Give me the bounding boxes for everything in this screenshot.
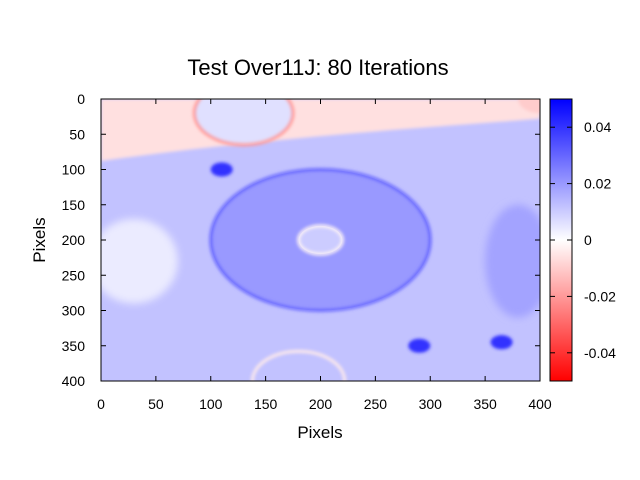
feature-spot-3 [210,162,233,177]
y-tick-label: 50 [69,126,85,142]
feature-ellipse-rim-1 [209,168,432,312]
chart-title: Test Over11J: 80 Iterations [187,55,448,80]
x-axis-label: Pixels [297,423,342,442]
colorbar-ticks: 0.04 0.02 0 -0.02 -0.04 [550,119,616,361]
y-tick-label: 400 [62,373,86,389]
feature-circle-rim-0 [192,99,295,147]
x-tick-label: 350 [473,396,497,412]
x-tick-label: 100 [199,396,223,412]
feature-circle-rim-2 [297,224,344,256]
y-axis-label: Pixels [30,217,49,262]
y-tick-label: 350 [62,338,86,354]
colorbar-tick-label: -0.04 [584,345,616,361]
y-tick-label: 250 [62,267,86,283]
feature-spot-4 [408,338,431,353]
feature-circle-fill-2 [298,225,343,255]
feature-circle-fill-0 [194,99,294,145]
field-light-patch [101,218,178,304]
feature-circle-fill-6 [252,351,345,381]
y-tick-label: 300 [62,303,86,319]
x-tick-label: 250 [364,396,388,412]
feature-spot-5 [490,335,513,350]
y-tick-label: 150 [62,197,86,213]
colorbar-tick-label: 0 [584,232,592,248]
y-axis-ticks: 0 50 100 150 200 250 300 350 400 [62,91,540,389]
x-tick-label: 50 [148,396,164,412]
x-axis-ticks: 0 50 100 150 200 250 300 350 400 [97,99,552,412]
x-tick-label: 150 [254,396,278,412]
y-tick-label: 200 [62,232,86,248]
x-tick-label: 200 [309,396,333,412]
colorbar-tick-label: -0.02 [584,288,616,304]
heatmap-plot [101,99,540,381]
feature-circle-rim-6 [250,349,347,381]
colorbar-tick-label: 0.02 [584,176,611,192]
x-tick-label: 0 [97,396,105,412]
feature-corner-7 [518,99,540,114]
x-tick-label: 400 [528,396,552,412]
field-dark-patch [485,204,540,318]
y-tick-label: 0 [77,91,85,107]
y-tick-label: 100 [62,162,86,178]
colorbar-tick-label: 0.04 [584,119,611,135]
x-tick-label: 300 [419,396,443,412]
